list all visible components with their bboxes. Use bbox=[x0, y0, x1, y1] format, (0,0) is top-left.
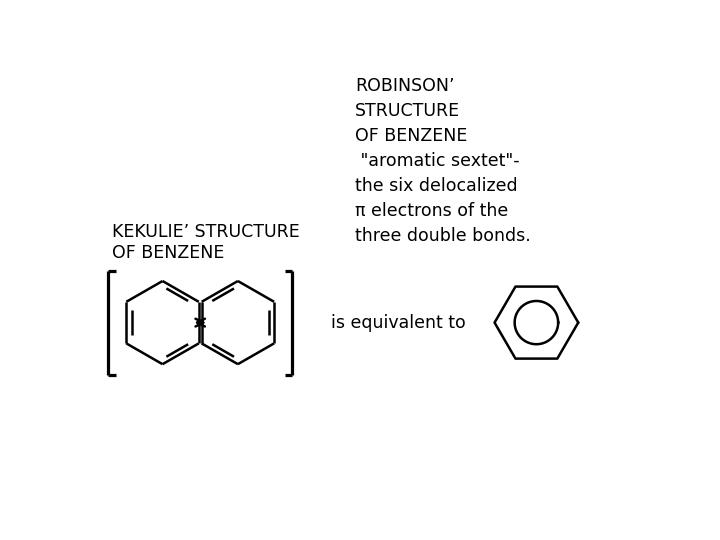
Text: is equivalent to: is equivalent to bbox=[331, 314, 467, 332]
Text: ROBINSON’
STRUCTURE
OF BENZENE
 "aromatic sextet"-
the six delocalized
π electro: ROBINSON’ STRUCTURE OF BENZENE "aromatic… bbox=[355, 77, 531, 245]
Text: KEKULIE’ STRUCTURE
OF BENZENE: KEKULIE’ STRUCTURE OF BENZENE bbox=[112, 223, 300, 261]
